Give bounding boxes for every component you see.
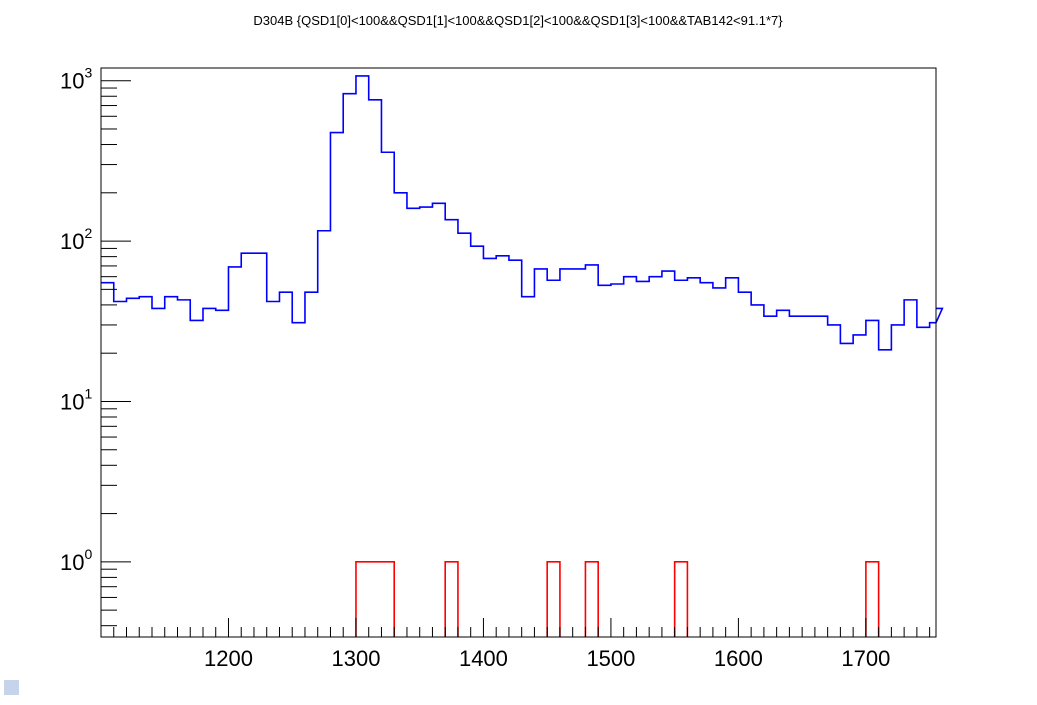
series-blue-line <box>101 75 944 351</box>
series-red-bin-1 <box>444 561 459 637</box>
x-tick-label: 1200 <box>204 646 253 671</box>
y-tick-label: 100 <box>60 546 92 575</box>
x-tick-label: 1600 <box>714 646 763 671</box>
series-red-bin-2 <box>546 561 561 637</box>
series-red-bin-0 <box>355 561 396 637</box>
series-red-bin-3 <box>584 561 599 637</box>
chart-title: D304B {QSD1[0]<100&&QSD1[1]<100&&QSD1[2]… <box>253 13 783 28</box>
y-tick-label: 103 <box>60 65 92 94</box>
plot-frame <box>100 67 937 638</box>
series-layer <box>101 75 944 637</box>
y-tick-label: 101 <box>60 385 92 414</box>
x-tick-label: 1400 <box>459 646 508 671</box>
y-tick-label: 102 <box>60 225 92 254</box>
series-red-bin-5 <box>865 561 880 637</box>
axis-layer: 1200 1300 1400 1500 1600 1700 100 101 102 103 <box>60 65 931 671</box>
canvas-corner-marker <box>4 680 19 695</box>
x-tick-label: 1500 <box>586 646 635 671</box>
series-red-bin-4 <box>673 561 689 637</box>
x-tick-label: 1700 <box>841 646 890 671</box>
x-tick-label: 1300 <box>331 646 380 671</box>
